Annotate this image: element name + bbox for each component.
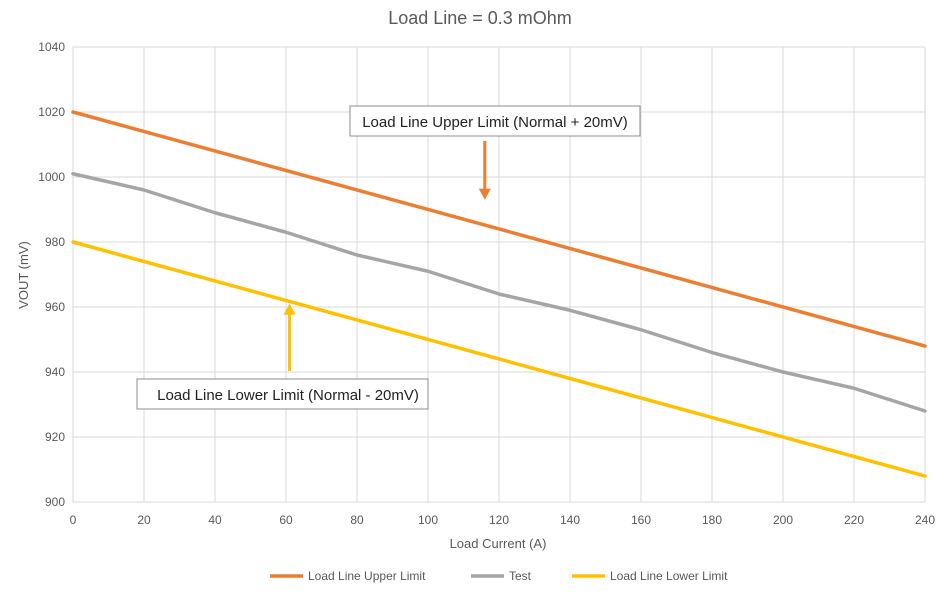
y-tick-label: 1040 — [38, 40, 65, 54]
x-axis-label: Load Current (A) — [450, 536, 547, 551]
upper-limit-callout: Load Line Upper Limit (Normal + 20mV) — [349, 105, 641, 137]
x-tick-label: 200 — [773, 513, 793, 527]
legend-label: Load Line Upper Limit — [308, 569, 426, 583]
upper-limit-callout-box — [349, 105, 641, 137]
upper-limit-callout-text: Load Line Upper Limit (Normal + 20mV) — [362, 114, 628, 131]
x-tick-label: 60 — [279, 513, 293, 527]
arrow-head — [478, 188, 491, 200]
lower-limit-callout: Load Line Lower Limit (Normal - 20mV) — [136, 378, 429, 410]
series-line-test — [71, 172, 927, 413]
x-tick-label: 0 — [70, 513, 77, 527]
x-tick-label: 20 — [137, 513, 151, 527]
series-group — [71, 110, 927, 478]
arrow-head — [283, 303, 296, 315]
x-tick-label: 140 — [560, 513, 580, 527]
y-tick-label: 900 — [45, 495, 65, 509]
y-tick-label: 980 — [45, 235, 65, 249]
x-tick-label: 120 — [489, 513, 509, 527]
y-tick-label: 960 — [45, 300, 65, 314]
lower-limit-callout-box — [136, 378, 429, 410]
legend-label: Load Line Lower Limit — [610, 569, 728, 583]
x-tick-label: 220 — [844, 513, 864, 527]
series-line-load-line-upper-limit — [71, 110, 927, 348]
legend: Load Line Upper Limit Test Load Line Lower… — [270, 569, 728, 583]
y-tick-label: 1020 — [38, 105, 65, 119]
lower-limit-arrow-icon — [283, 303, 296, 371]
x-tick-label: 240 — [915, 513, 935, 527]
x-tick-label: 100 — [418, 513, 438, 527]
x-tick-label: 40 — [208, 513, 222, 527]
y-axis-label: VOUT (mV) — [16, 241, 31, 309]
y-tick-label: 1000 — [38, 170, 65, 184]
x-tick-label: 80 — [350, 513, 364, 527]
x-tick-label: 160 — [631, 513, 651, 527]
y-tick-label: 940 — [45, 365, 65, 379]
upper-limit-arrow-icon — [478, 141, 491, 200]
lower-limit-callout-text: Load Line Lower Limit (Normal - 20mV) — [157, 387, 419, 404]
x-axis-ticks: 0 20 40 60 80 100 120 140 160 180 200 220 240 — [70, 513, 936, 527]
grid — [72, 46, 926, 503]
y-tick-label: 920 — [45, 430, 65, 444]
series-line-load-line-lower-limit — [71, 240, 927, 478]
x-tick-label: 180 — [702, 513, 722, 527]
chart-title: Load Line = 0.3 mOhm — [388, 8, 572, 28]
y-axis-ticks: 900 920 940 960 980 1000 1020 1040 — [38, 40, 65, 509]
legend-label: Test — [509, 569, 532, 583]
